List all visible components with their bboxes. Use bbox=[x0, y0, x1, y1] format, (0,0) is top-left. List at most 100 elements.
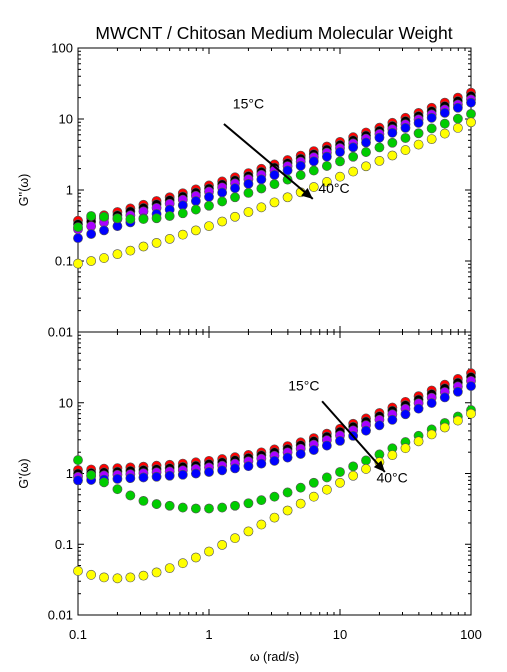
data-point bbox=[335, 156, 345, 167]
temperature-label: 15°C bbox=[233, 96, 264, 112]
data-point bbox=[282, 192, 293, 203]
data-point bbox=[125, 245, 136, 256]
data-point bbox=[269, 197, 280, 208]
data-point bbox=[112, 249, 123, 260]
temperature-arrow bbox=[321, 400, 386, 473]
y-tick-label: 0.1 bbox=[55, 537, 73, 552]
data-point bbox=[230, 500, 240, 511]
data-point bbox=[86, 470, 97, 480]
data-point bbox=[230, 463, 240, 474]
data-point bbox=[321, 472, 332, 483]
data-point bbox=[269, 512, 280, 523]
data-point bbox=[387, 150, 398, 161]
data-point bbox=[125, 572, 136, 583]
data-point bbox=[243, 461, 254, 472]
data-point bbox=[112, 484, 123, 495]
data-point bbox=[400, 133, 411, 143]
data-point bbox=[400, 122, 411, 133]
data-point bbox=[256, 183, 267, 194]
data-point bbox=[256, 519, 267, 530]
data-point bbox=[348, 470, 359, 481]
data-point bbox=[99, 572, 109, 583]
data-point bbox=[230, 533, 240, 544]
data-point bbox=[204, 503, 214, 514]
data-point bbox=[151, 213, 162, 224]
data-point bbox=[190, 225, 201, 236]
data-point bbox=[190, 204, 201, 215]
data-point bbox=[73, 566, 83, 576]
data-point bbox=[151, 499, 162, 509]
data-point bbox=[138, 495, 149, 506]
plot-frame bbox=[77, 331, 472, 616]
panel-top: 0.01 0.1 1 10 100 G''(ω) 15°C 40°C bbox=[17, 41, 476, 340]
arrow-head bbox=[301, 187, 313, 199]
data-point bbox=[164, 563, 175, 574]
data-point bbox=[413, 403, 424, 414]
data-point bbox=[321, 151, 332, 162]
x-tick-label: 1 bbox=[205, 627, 212, 642]
data-point bbox=[256, 458, 267, 469]
y-axis-label: G'(ω) bbox=[17, 458, 31, 488]
data-point bbox=[151, 471, 162, 482]
data-point bbox=[99, 253, 109, 263]
data-point bbox=[73, 455, 83, 465]
data-point bbox=[99, 211, 109, 222]
data-point bbox=[73, 258, 83, 269]
data-point bbox=[452, 415, 463, 426]
data-point bbox=[361, 161, 371, 172]
temperature-label: 40°C bbox=[376, 469, 407, 485]
data-point bbox=[466, 117, 476, 128]
chart-title: MWCNT / Chitosan Medium Molecular Weight bbox=[95, 23, 452, 43]
data-point bbox=[335, 477, 345, 488]
data-point bbox=[308, 182, 319, 192]
y-tick-label: 1 bbox=[66, 466, 73, 481]
data-point bbox=[177, 229, 188, 240]
data-point bbox=[230, 211, 240, 222]
data-point bbox=[112, 213, 123, 224]
data-point bbox=[321, 161, 332, 171]
series-4 bbox=[73, 381, 476, 486]
series-6 bbox=[73, 117, 476, 269]
data-point bbox=[413, 139, 424, 150]
series-5 bbox=[73, 109, 476, 233]
data-point bbox=[426, 134, 437, 144]
data-point bbox=[374, 142, 385, 153]
data-point bbox=[86, 211, 97, 221]
data-point bbox=[452, 123, 463, 133]
data-point bbox=[86, 256, 97, 266]
data-point bbox=[138, 472, 149, 483]
data-point bbox=[308, 156, 319, 167]
data-point bbox=[321, 440, 332, 451]
data-point bbox=[164, 211, 175, 221]
data-point bbox=[217, 196, 228, 207]
data-point bbox=[400, 409, 411, 420]
data-point bbox=[361, 147, 371, 157]
x-tick-label: 100 bbox=[460, 627, 482, 642]
data-point bbox=[204, 191, 214, 202]
data-point bbox=[177, 469, 188, 480]
data-point bbox=[466, 97, 476, 108]
data-point bbox=[348, 166, 359, 177]
data-point bbox=[361, 464, 371, 474]
data-point bbox=[164, 470, 175, 481]
data-point bbox=[308, 477, 319, 488]
data-point bbox=[361, 425, 371, 436]
series-4 bbox=[73, 97, 476, 244]
data-point bbox=[243, 498, 254, 509]
data-point bbox=[335, 171, 345, 182]
data-point bbox=[269, 170, 280, 180]
data-point bbox=[348, 151, 359, 162]
data-point bbox=[295, 160, 306, 171]
data-point bbox=[177, 208, 188, 219]
data-point bbox=[426, 123, 437, 134]
data-point bbox=[230, 183, 240, 194]
data-point bbox=[426, 112, 437, 123]
data-point bbox=[73, 233, 83, 244]
panel-bottom: 0.01 0.1 1 10 0.1 1 10 100 ω (rad/s) G'(ω) 15°C 40°… bbox=[17, 331, 482, 664]
y-tick-label: 0.01 bbox=[48, 325, 73, 340]
data-point bbox=[243, 207, 254, 217]
data-point bbox=[190, 552, 201, 563]
data-point bbox=[99, 225, 109, 236]
data-point bbox=[387, 414, 398, 425]
